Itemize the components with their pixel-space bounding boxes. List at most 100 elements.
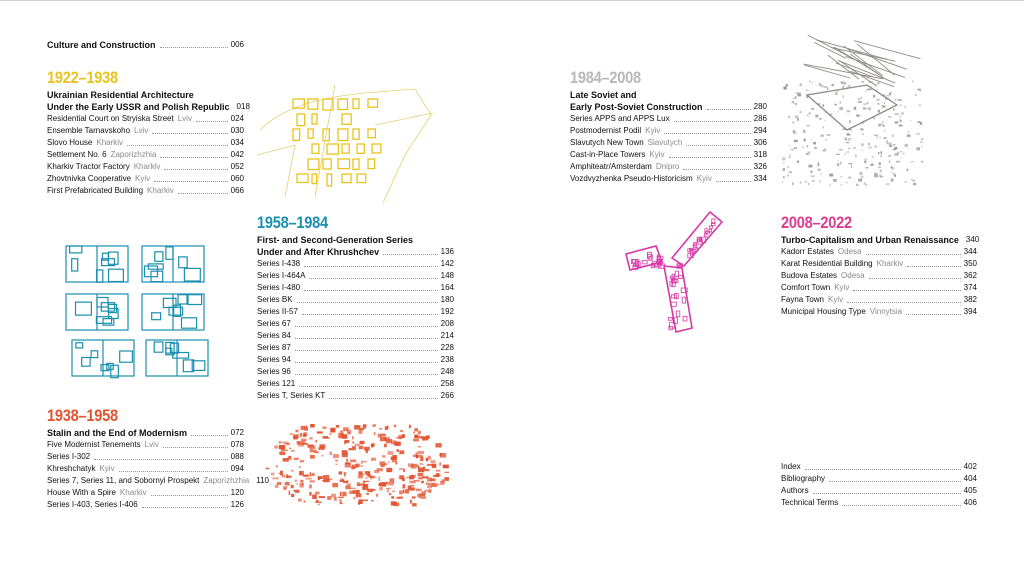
toc-entry[interactable]: Series APPS and APPS Lux 286 [570, 113, 767, 125]
leader-dots [906, 314, 961, 315]
urban-footprint [420, 436, 428, 439]
toc-entry[interactable]: Series I-403, Series I-406 126 [47, 499, 244, 511]
toc-entry[interactable]: Technical Terms 406 [781, 497, 977, 509]
urban-footprint [405, 476, 413, 479]
aerial-texture-dot [823, 86, 827, 88]
aerial-texture-dot [834, 91, 838, 94]
toc-entry-intro[interactable]: Culture and Construction 006 [47, 39, 244, 51]
toc-entry[interactable]: Series I-464A 148 [257, 270, 454, 282]
aerial-texture-dot [919, 122, 923, 125]
toc-entry[interactable]: Series 96 248 [257, 366, 454, 378]
urban-footprint [385, 438, 393, 444]
section-heading-entry[interactable]: Turbo-Capitalism and Urban Renaissance 34… [781, 234, 979, 246]
y-plan-room [680, 287, 688, 293]
toc-entry[interactable]: Series I-438 142 [257, 258, 454, 270]
aerial-texture-dot [819, 118, 822, 120]
toc-entry[interactable]: Series 7, Series 11, and Sobornyi Prospe… [47, 475, 269, 487]
leader-dots [668, 157, 751, 158]
urban-footprint [409, 499, 412, 504]
urban-footprint [415, 452, 418, 455]
urban-footprint [365, 448, 368, 454]
aerial-texture-dot [837, 110, 839, 113]
floor-plan-room [107, 268, 124, 283]
toc-entry[interactable]: Series 87 228 [257, 342, 454, 354]
building-footprint [341, 113, 352, 125]
toc-entry[interactable]: Fayna Town Kyiv 382 [781, 294, 977, 306]
building-footprint [326, 143, 340, 155]
aerial-texture-dot [836, 153, 840, 155]
urban-footprint [371, 443, 375, 447]
site-road [374, 112, 434, 126]
toc-entry[interactable]: Municipal Housing Type Vinnytsia 394 [781, 306, 977, 318]
toc-entry[interactable]: First Prefabricated Building Kharkiv 066 [47, 185, 244, 197]
toc-entry[interactable]: Series I-302 088 [47, 451, 244, 463]
urban-footprint [317, 476, 323, 479]
toc-entry[interactable]: Series 94 238 [257, 354, 454, 366]
toc-entry[interactable]: Kadorr Estates Odesa 344 [781, 246, 977, 258]
urban-footprint [417, 467, 425, 473]
aerial-texture-dot [886, 140, 888, 142]
y-plan-room [687, 248, 691, 253]
toc-entry[interactable]: Series T, Series KT 266 [257, 390, 454, 402]
section-heading-entry[interactable]: Under and After Khrushchev 136 [257, 246, 454, 258]
aerial-texture-dot [794, 96, 797, 99]
aerial-texture-dot [840, 161, 842, 165]
section-heading-entry[interactable]: Under the Early USSR and Polish Republic… [47, 101, 250, 113]
aerial-texture-dot [920, 138, 924, 140]
aerial-texture-dot [883, 102, 885, 104]
toc-entry[interactable]: Vozdvyzhenka Pseudo-Historicism Kyiv 334 [570, 173, 767, 185]
urban-footprint [357, 475, 363, 479]
toc-entry[interactable]: Residential Court on Stryiska Street Lviv… [47, 113, 244, 125]
toc-entry[interactable]: Slovo House Kharkiv 034 [47, 137, 244, 149]
aerial-hatch [837, 59, 896, 84]
urban-footprint [299, 459, 305, 463]
toc-entry[interactable]: Postmodernist Podil Kyiv 294 [570, 125, 767, 137]
toc-entry[interactable]: Settlement No. 6 Zaporizhzhia 042 [47, 149, 244, 161]
entry-page: 266 [440, 391, 454, 400]
toc-entry[interactable]: Budova Estates Odesa 362 [781, 270, 977, 282]
toc-entry[interactable]: House With a Spire Kharkiv 120 [47, 487, 244, 499]
aerial-texture-dot [799, 181, 801, 184]
aerial-texture-dot [873, 94, 876, 98]
toc-entry[interactable]: Cast-in-Place Towers Kyiv 318 [570, 149, 767, 161]
toc-entry[interactable]: Series BK 180 [257, 294, 454, 306]
toc-entry[interactable]: Comfort Town Kyiv 374 [781, 282, 977, 294]
entry-title: Amphiteatr/Amsterdam [570, 162, 652, 171]
aerial-texture-dot [886, 95, 889, 97]
toc-entry[interactable]: Five Modernist Tenements Lviv 078 [47, 439, 244, 451]
toc-entry[interactable]: Bibliography 404 [781, 473, 977, 485]
toc-entry[interactable]: Index 402 [781, 461, 977, 473]
urban-footprint [435, 469, 441, 472]
urban-footprint [357, 483, 363, 486]
y-plan-wing [663, 265, 693, 333]
urban-footprint [332, 454, 339, 459]
section-1938-1958: 1938–1958 Stalin and the End of Modernism… [47, 406, 269, 511]
toc-entry[interactable]: Karat Residential Building Kharkiv 350 [781, 258, 977, 270]
leader-dots [812, 493, 961, 494]
section-heading-entry[interactable]: Early Post-Soviet Construction 280 [570, 101, 767, 113]
toc-entry[interactable]: Series 121 258 [257, 378, 454, 390]
entry-title: Zhovtnivka Cooperative [47, 174, 132, 183]
aerial-texture-dot [868, 86, 872, 88]
aerial-texture-dot [904, 180, 907, 183]
toc-entry[interactable]: Series 67 208 [257, 318, 454, 330]
toc-entry[interactable]: Ensemble Tarnavskoho Lviv 030 [47, 125, 244, 137]
floor-plan-room [151, 312, 162, 321]
aerial-texture-dot [862, 107, 867, 110]
aerial-texture-dot [802, 146, 804, 148]
toc-entry[interactable]: Amphiteatr/Amsterdam Dnipro 326 [570, 161, 767, 173]
toc-entry[interactable]: Kharkiv Tractor Factory Kharkiv 052 [47, 161, 244, 173]
y-plan-room [670, 301, 677, 307]
aerial-texture-dot [910, 120, 912, 122]
toc-entry[interactable]: Series II-57 192 [257, 306, 454, 318]
urban-footprint [392, 455, 398, 460]
section-heading-entry[interactable]: Stalin and the End of Modernism 072 [47, 427, 244, 439]
toc-entry[interactable]: Authors 405 [781, 485, 977, 497]
toc-entry[interactable]: Khreshchatyk Kyiv 094 [47, 463, 244, 475]
aerial-texture-dot [799, 111, 802, 114]
toc-entry[interactable]: Series I-480 164 [257, 282, 454, 294]
toc-entry[interactable]: Zhovtnivka Cooperative Kyiv 060 [47, 173, 244, 185]
toc-entry[interactable]: Series 84 214 [257, 330, 454, 342]
urban-footprint [400, 430, 404, 432]
toc-entry[interactable]: Slavutych New Town Slavutych 306 [570, 137, 767, 149]
